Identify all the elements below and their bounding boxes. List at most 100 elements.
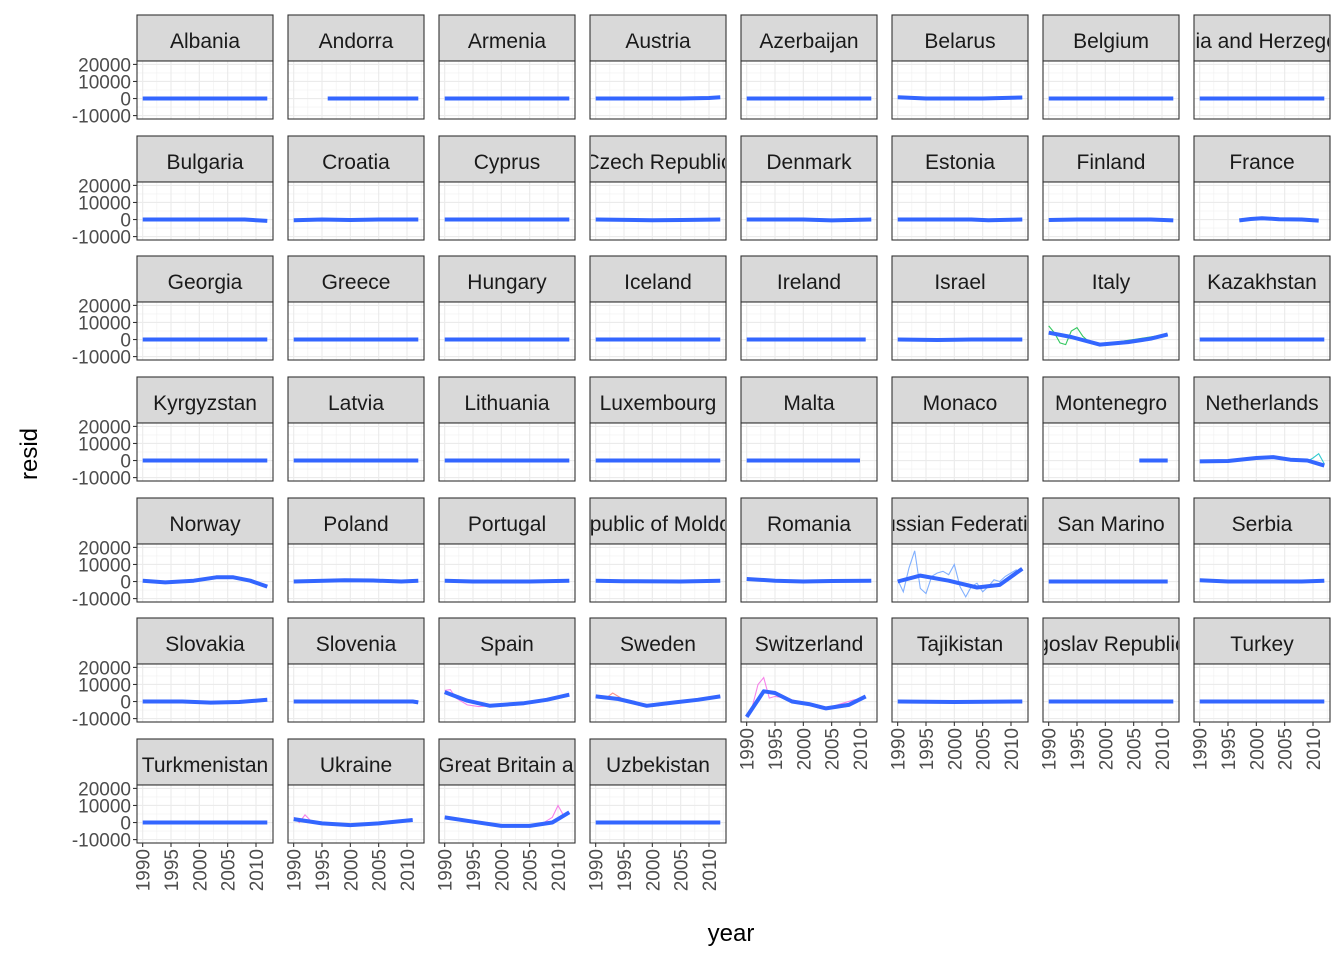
x-axis-title: year — [708, 920, 755, 947]
facet-strip — [287, 738, 425, 786]
panel-border — [136, 543, 274, 603]
panel-border — [438, 301, 576, 361]
panel-border — [891, 301, 1029, 361]
facet-strip — [136, 617, 274, 665]
y-tick-label: 10000 — [78, 555, 131, 576]
panel-data — [897, 550, 1024, 599]
x-tick-label: 1990 — [1191, 728, 1212, 770]
smooth-line — [897, 699, 1023, 704]
facet-label: Slovenia — [316, 633, 397, 656]
panel-data — [897, 95, 1023, 101]
facet-label: Republic of Moldova — [563, 513, 754, 536]
x-axis: 1990 1995 2000 2005 2010 — [436, 843, 570, 891]
facet-strip — [589, 255, 727, 303]
panel-data — [444, 578, 570, 584]
facet-strip — [740, 14, 878, 62]
facet-strip — [891, 376, 1029, 424]
y-tick-label: 0 — [120, 90, 131, 111]
panel-data — [142, 575, 268, 589]
facet-label: San Marino — [1057, 513, 1164, 536]
x-tick-label: 2010 — [851, 728, 872, 770]
panel-border — [1042, 543, 1180, 603]
facet-label: Switzerland — [755, 633, 864, 656]
x-tick-label: 2000 — [1247, 728, 1268, 770]
y-tick-label: 0 — [120, 693, 131, 714]
panel-data — [142, 697, 268, 705]
facet-panel: Bosnia and Herzegovina — [1193, 14, 1331, 120]
facet-label: Portugal — [468, 513, 546, 536]
y-tick-label: 20000 — [78, 779, 131, 800]
panel-border — [287, 543, 425, 603]
panel-border — [1042, 663, 1180, 723]
panel-border — [891, 60, 1029, 120]
facet-panel: Denmark — [740, 135, 878, 241]
panel-data — [1199, 452, 1325, 468]
facet-panel: Romania — [740, 497, 878, 603]
x-tick-label: 2005 — [219, 849, 240, 891]
x-tick-label: 2005 — [370, 849, 391, 891]
smooth-line — [293, 217, 419, 223]
facet-label: Denmark — [766, 151, 852, 174]
panel-border — [1193, 663, 1331, 723]
x-tick-label: 1990 — [436, 849, 457, 891]
panel-border — [1193, 60, 1331, 120]
panel-data — [897, 699, 1023, 704]
facet-panel: Malta — [740, 376, 878, 482]
facet-label: Russian Federation — [869, 513, 1051, 536]
y-tick-label: 20000 — [78, 176, 131, 197]
facet-panel: Serbia — [1193, 497, 1331, 603]
panel-data — [897, 217, 1023, 223]
smooth-line — [897, 217, 1023, 223]
panel-border — [438, 663, 576, 723]
panel-data — [746, 217, 872, 223]
y-tick-label: 0 — [120, 452, 131, 473]
facet-strip — [136, 497, 274, 545]
facet-panel: Azerbaijan — [740, 14, 878, 120]
panel-border — [589, 422, 727, 482]
panel-border — [589, 301, 727, 361]
panel-data — [595, 578, 721, 584]
x-axis: 1990 1995 2000 2005 2010 — [889, 722, 1023, 770]
smooth-line — [1048, 330, 1169, 347]
facet-panel: Uzbekistan — [589, 738, 727, 844]
facet-label: Montenegro — [1055, 392, 1167, 415]
panel-border — [136, 301, 274, 361]
panel-border — [438, 60, 576, 120]
residual-line — [897, 550, 1017, 599]
x-tick-label: 2010 — [398, 849, 419, 891]
facet-label: Estonia — [925, 151, 995, 174]
facet-strip — [740, 135, 878, 183]
x-tick-label: 1995 — [615, 849, 636, 891]
facet-panel: Ireland — [740, 255, 878, 361]
facet-panel: Luxembourg — [589, 376, 727, 482]
panel-border — [589, 784, 727, 844]
smooth-line — [897, 567, 1024, 590]
x-tick-label: 2000 — [1096, 728, 1117, 770]
x-tick-label: 2005 — [1125, 728, 1146, 770]
facet-strip — [740, 497, 878, 545]
facet-label: Iceland — [624, 271, 692, 294]
facet-strip — [287, 135, 425, 183]
panel-border — [438, 181, 576, 241]
facet-panel: Switzerland — [740, 617, 878, 723]
smooth-line — [444, 810, 571, 828]
panel-border — [136, 663, 274, 723]
facet-label: Poland — [323, 513, 388, 536]
facet-panel: Tajikistan — [891, 617, 1029, 723]
facet-label: Belarus — [924, 30, 995, 53]
y-tick-label: -10000 — [72, 348, 131, 369]
smooth-line — [746, 577, 872, 584]
panel-data — [595, 692, 721, 708]
smooth-line — [745, 689, 867, 719]
x-tick-label: 1995 — [162, 849, 183, 891]
facet-strip — [136, 135, 274, 183]
panel-border — [438, 784, 576, 844]
facet-panel: Ukraine — [287, 738, 425, 844]
panel-border — [287, 60, 425, 120]
facet-label: Ukraine — [320, 754, 392, 777]
facet-label: Kazakhstan — [1207, 271, 1317, 294]
facet-panel: Portugal — [438, 497, 576, 603]
facet-panel: Russian Federation — [869, 497, 1051, 603]
facet-panel: Turkey — [1193, 617, 1331, 723]
facet-strip — [1193, 255, 1331, 303]
